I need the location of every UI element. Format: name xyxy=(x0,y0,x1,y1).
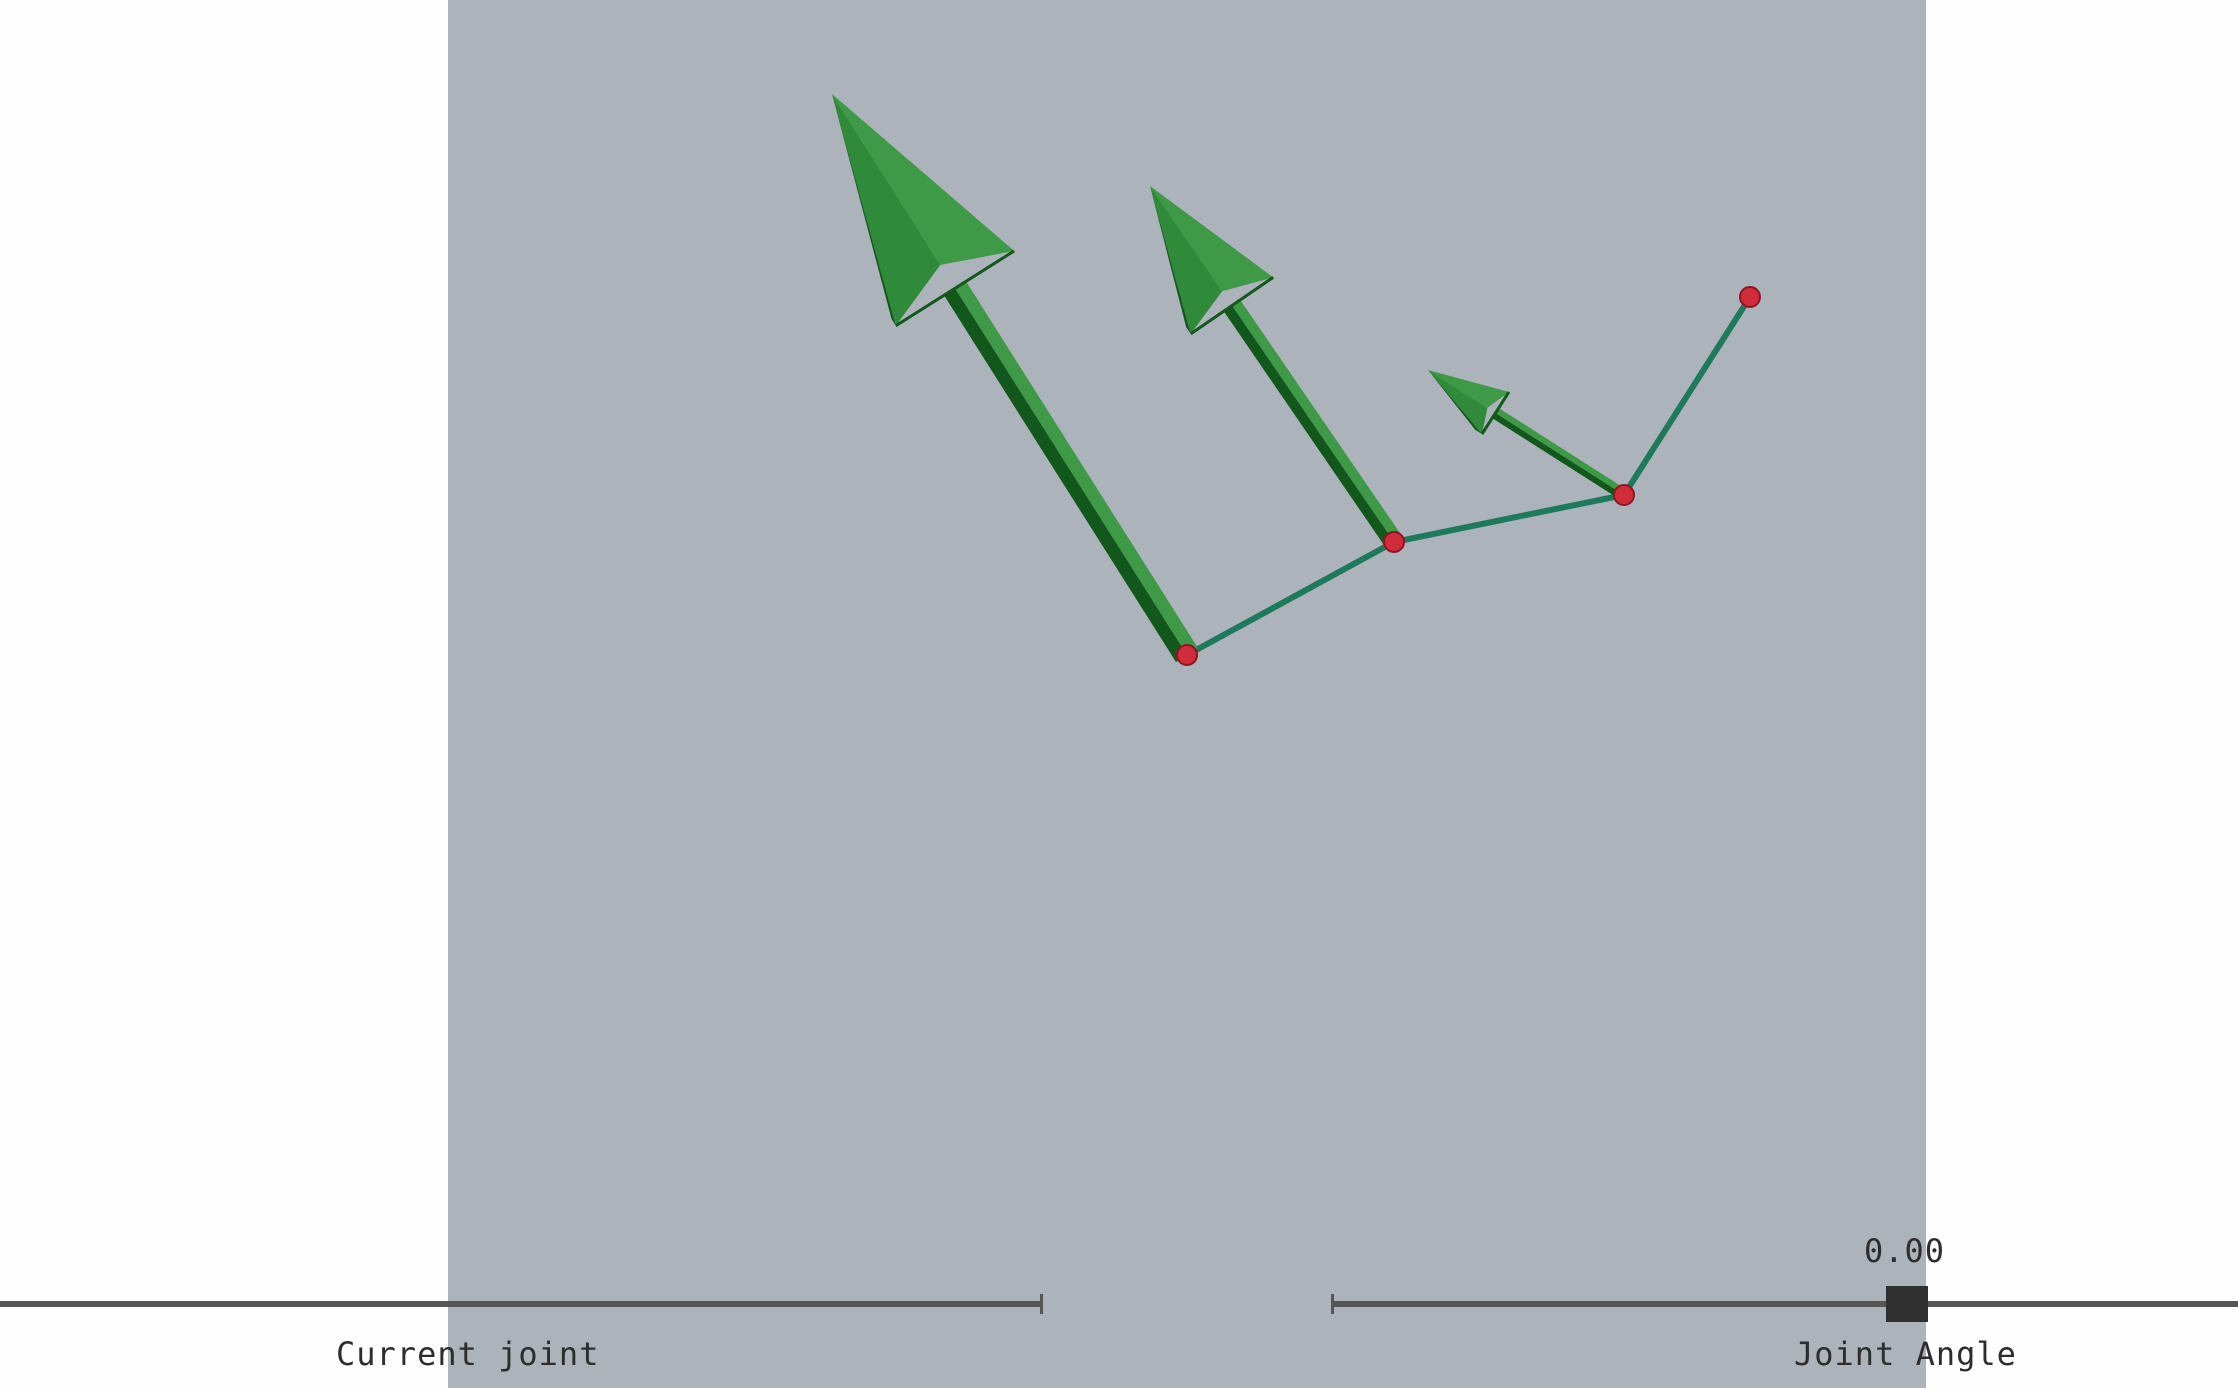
arm-link xyxy=(1391,492,1627,545)
arrow-head-base-rim xyxy=(1189,276,1275,336)
joint-axis-arrow xyxy=(1150,186,1403,548)
arrow-shaft-light xyxy=(1495,407,1628,495)
arrow-shaft-dark xyxy=(944,288,1187,662)
joint-angle-label: Joint Angle xyxy=(1794,1335,2017,1373)
joint-marker xyxy=(1176,644,1198,666)
current-joint-slider-track[interactable] xyxy=(0,1301,1042,1307)
arrow-head-light xyxy=(1428,370,1509,408)
arrow-shaft-dark xyxy=(1492,413,1624,501)
joint-marker xyxy=(1383,531,1405,553)
arrow-head-dark xyxy=(832,94,896,326)
arm-links xyxy=(1184,294,1753,658)
arrow-head-dark xyxy=(1428,370,1483,435)
joint-angle-slider-start-cap xyxy=(1331,1294,1334,1314)
joint-axis-arrow xyxy=(1428,370,1628,501)
joint-marker xyxy=(1739,286,1761,308)
arrow-head-base-rim xyxy=(1480,391,1511,435)
joint-axis-arrows xyxy=(832,94,1628,662)
arrow-head-mid xyxy=(1150,186,1223,334)
joint-angle-slider-track[interactable] xyxy=(1332,1301,2238,1307)
arrow-head-dark xyxy=(1150,186,1191,334)
arrow-shaft-light xyxy=(954,281,1198,655)
arrow-head-base-rim xyxy=(895,249,1015,328)
joint-markers xyxy=(1176,286,1761,666)
joint-angle-slider-handle[interactable] xyxy=(1886,1286,1928,1322)
joint-marker xyxy=(1613,484,1635,506)
current-joint-label: Current joint xyxy=(336,1335,600,1373)
arrow-head-mid xyxy=(832,94,941,326)
arrow-head-light xyxy=(1150,186,1274,292)
arrow-head-light xyxy=(832,94,1015,266)
current-joint-slider-end-cap xyxy=(1040,1294,1043,1314)
arm-link xyxy=(1621,294,1753,498)
arrow-shaft-light xyxy=(1231,299,1403,542)
joint-angle-value: 0.00 xyxy=(1864,1232,1946,1270)
joint-axis-arrow xyxy=(832,94,1198,662)
arrow-head-mid xyxy=(1428,370,1488,435)
arrow-shaft-dark xyxy=(1223,305,1394,548)
arm-link xyxy=(1184,539,1397,658)
